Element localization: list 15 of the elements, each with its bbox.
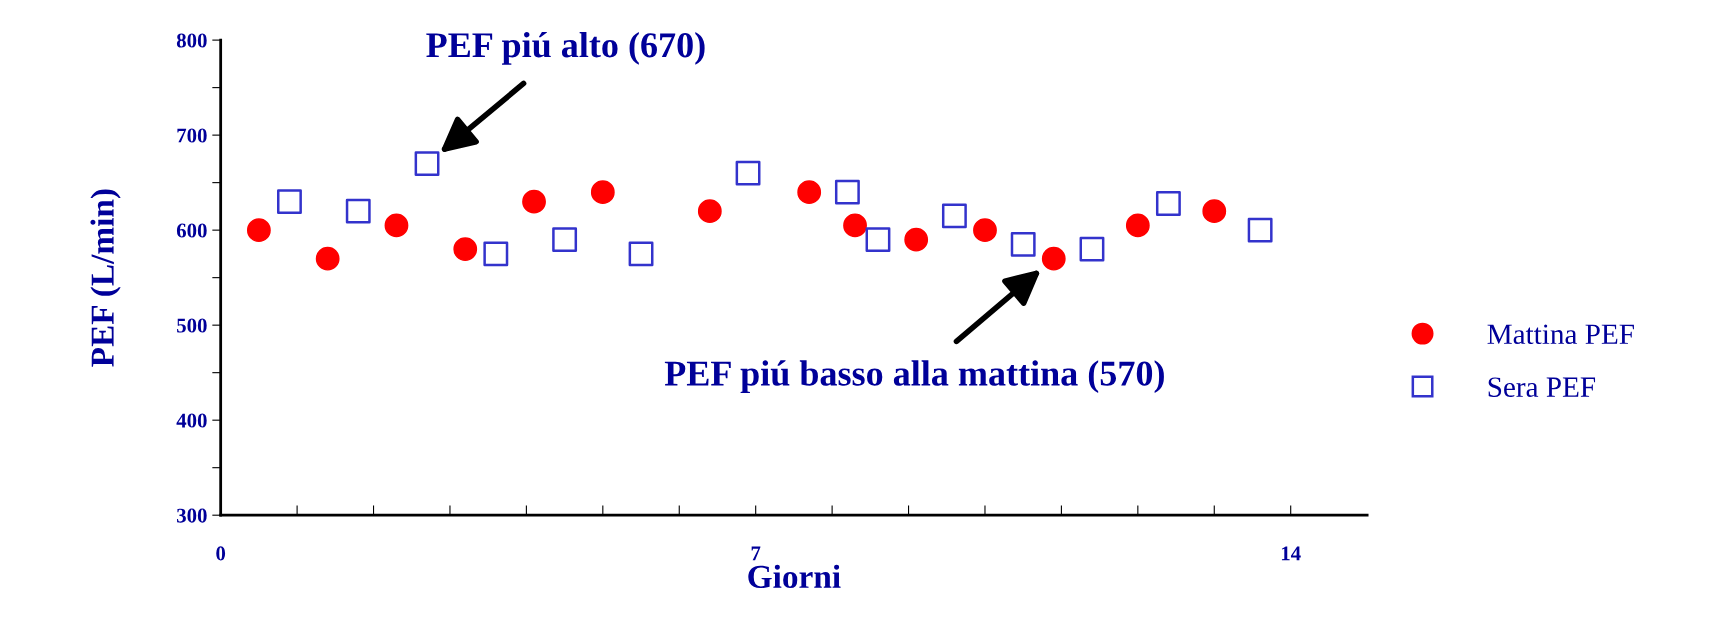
y-tick-label: 500: [177, 318, 207, 333]
x-axis-title: Giorni: [748, 564, 841, 589]
y-tick-label: 800: [176, 33, 207, 48]
y-axis-title: PEF (L/min): [90, 189, 121, 367]
y-tick-label: 700: [177, 128, 207, 143]
x-tick-label: 7: [751, 546, 761, 561]
annotation: PEF piú alto (670): [426, 31, 705, 65]
x-tick-label: 14: [1281, 546, 1301, 561]
legend-label: Sera PEF: [1488, 377, 1596, 397]
y-tick-label: 400: [176, 413, 207, 428]
legend-label: Mattina PEF: [1487, 324, 1634, 345]
annotation: PEF piú basso alla mattina (570): [664, 360, 1164, 394]
y-tick-label: 300: [177, 508, 207, 523]
y-tick-label: 600: [176, 223, 207, 238]
x-tick-label: 0: [216, 546, 226, 561]
